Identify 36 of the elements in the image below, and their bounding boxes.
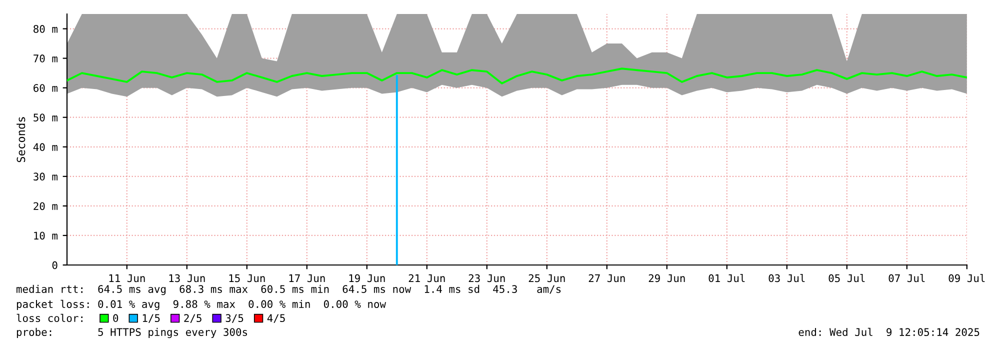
legend-label: 2/5 xyxy=(184,314,202,323)
legend-label: 3/5 xyxy=(226,314,244,323)
x-tick-label: 11 Jun xyxy=(109,274,145,282)
y-axis-title: Seconds xyxy=(16,117,26,162)
x-tick-label: 21 Jun xyxy=(408,274,445,282)
y-tick-label: 10 m xyxy=(34,232,58,240)
x-tick-label: 09 Jul xyxy=(948,274,985,282)
y-tick-label: 40 m xyxy=(33,143,58,152)
text: median rtt: 64.5 ms avg 68.3 ms max 60.5 ms min 64.5 ms now 1.4 ms sd 45.3 am/s xyxy=(16,284,561,296)
x-tick-label: 05 Jul xyxy=(828,274,865,282)
x-tick-label: 15 Jun xyxy=(229,274,265,282)
x-tick-label: 13 Jun xyxy=(169,274,205,282)
x-tick-label: 01 Jul xyxy=(708,274,745,282)
x-tick-label: 27 Jun xyxy=(588,274,625,282)
x-tick-label: 17 Jun xyxy=(289,274,325,282)
text: end: Wed Jul 9 12:05:14 2025 xyxy=(798,328,980,336)
legend-label: 0 xyxy=(113,314,118,322)
y-tick-label: 60 m xyxy=(34,84,58,92)
y-tick-label: 0 xyxy=(52,261,58,270)
y-tick-label: 30 m xyxy=(34,172,58,181)
y-tick-label: 80 m xyxy=(34,25,58,33)
y-tick-label: 50 m xyxy=(34,114,58,122)
x-tick-label: 29 Jun xyxy=(648,274,685,282)
x-tick-label: 03 Jul xyxy=(768,274,805,282)
x-tick-label: 25 Jun xyxy=(528,274,565,282)
text: probe: 5 HTTPS pings every 300s xyxy=(16,328,248,338)
legend-label: 1/5 xyxy=(142,314,160,323)
y-tick-label: 20 m xyxy=(34,202,58,210)
y-tick-label: 70 m xyxy=(34,54,58,62)
x-tick-label: 23 Jun xyxy=(468,274,505,282)
x-tick-label: 07 Jul xyxy=(888,274,925,282)
x-tick-label: 19 Jun xyxy=(349,274,385,282)
legend-label: 4/5 xyxy=(267,314,285,323)
legend-title: loss color: xyxy=(16,314,82,322)
text: packet loss: 0.01 % avg 9.88 % max 0.00 % min 0.00 % now xyxy=(16,300,386,310)
line-series xyxy=(67,68,967,84)
